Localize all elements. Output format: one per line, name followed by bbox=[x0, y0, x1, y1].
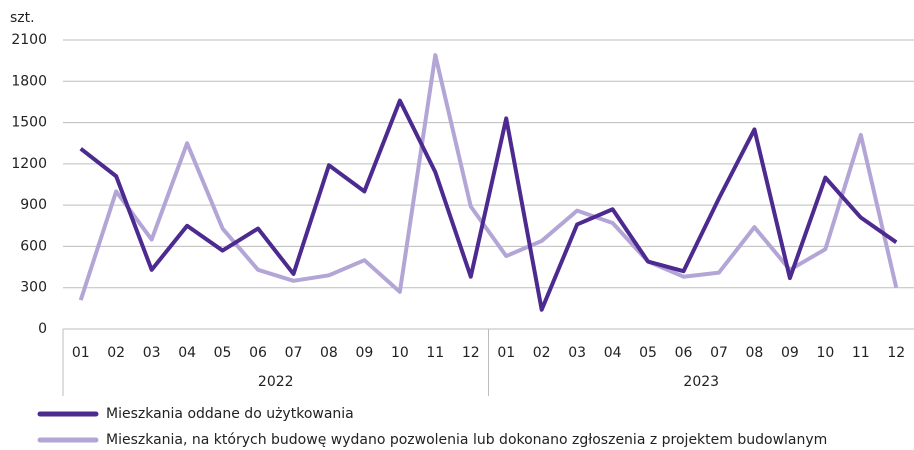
x-tick-label: 12 bbox=[462, 345, 480, 361]
y-tick-label: 1200 bbox=[11, 156, 47, 172]
y-unit: szt. bbox=[10, 10, 35, 26]
x-tick-label: 02 bbox=[533, 345, 551, 361]
y-tick-label: 300 bbox=[20, 280, 47, 296]
y-tick-label: 2100 bbox=[11, 32, 47, 48]
x-tick-label: 02 bbox=[107, 345, 125, 361]
x-tick-label: 01 bbox=[497, 345, 515, 361]
x-tick-label: 10 bbox=[816, 345, 834, 361]
y-tick-label: 600 bbox=[20, 238, 47, 254]
x-tick-label: 04 bbox=[178, 345, 196, 361]
y-tick-label: 0 bbox=[38, 321, 47, 337]
x-tick-label: 10 bbox=[391, 345, 409, 361]
x-tick-label: 03 bbox=[568, 345, 586, 361]
x-tick-label: 07 bbox=[285, 345, 303, 361]
x-tick-label: 05 bbox=[639, 345, 657, 361]
x-tick-label: 08 bbox=[320, 345, 338, 361]
legend-label: Mieszkania, na których budowę wydano poz… bbox=[106, 432, 827, 448]
x-tick-label: 06 bbox=[675, 345, 693, 361]
x-tick-label: 11 bbox=[852, 345, 870, 361]
group-label: 2023 bbox=[683, 374, 719, 390]
group-label: 2022 bbox=[258, 374, 294, 390]
x-tick-label: 05 bbox=[214, 345, 232, 361]
x-tick-label: 06 bbox=[249, 345, 267, 361]
y-tick-label: 1500 bbox=[11, 115, 47, 131]
x-tick-label: 03 bbox=[143, 345, 161, 361]
legend-label: Mieszkania oddane do użytkowania bbox=[106, 406, 354, 422]
x-tick-label: 04 bbox=[604, 345, 622, 361]
x-tick-label: 11 bbox=[426, 345, 444, 361]
x-tick-label: 09 bbox=[781, 345, 799, 361]
x-tick-label: 07 bbox=[710, 345, 728, 361]
series-line bbox=[78, 53, 899, 301]
x-tick-label: 09 bbox=[355, 345, 373, 361]
y-tick-label: 1800 bbox=[11, 73, 47, 89]
x-tick-label: 01 bbox=[72, 345, 90, 361]
y-tick-label: 900 bbox=[20, 197, 47, 213]
x-tick-label: 08 bbox=[746, 345, 764, 361]
x-tick-label: 12 bbox=[887, 345, 905, 361]
series-line bbox=[79, 98, 898, 312]
